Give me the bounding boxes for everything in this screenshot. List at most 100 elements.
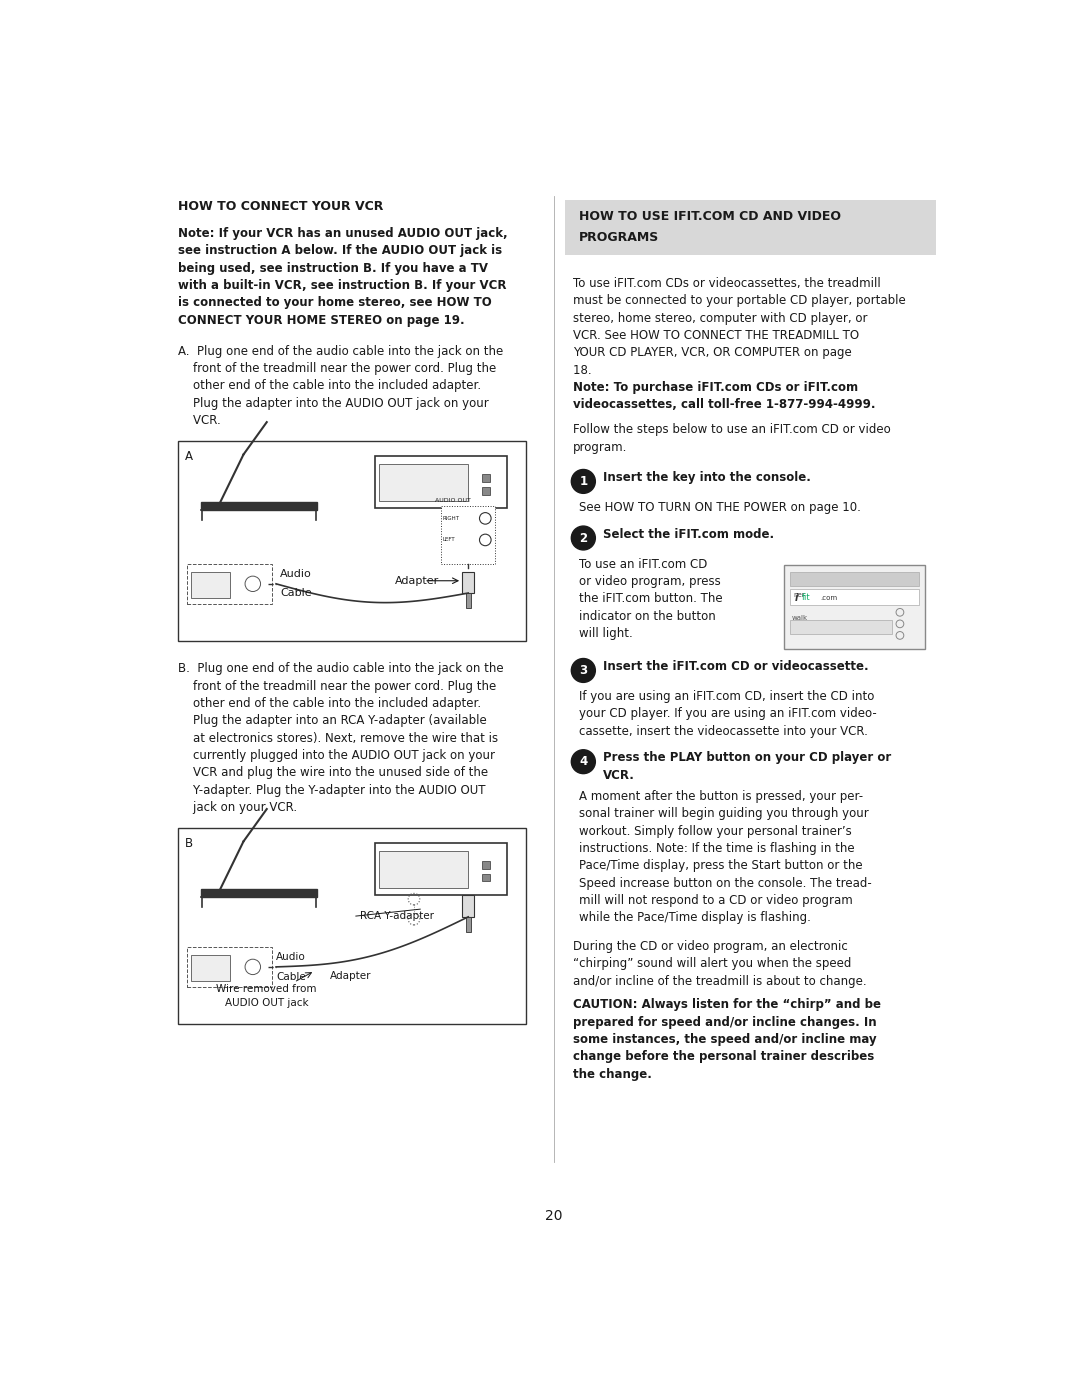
Text: fit: fit [802, 594, 811, 602]
Text: Follow the steps below to use an iFIT.com CD or video: Follow the steps below to use an iFIT.co… [572, 423, 891, 436]
Text: prepared for speed and/or incline changes. In: prepared for speed and/or incline change… [572, 1016, 877, 1028]
Text: 20: 20 [544, 1210, 563, 1224]
Text: VCR. See HOW TO CONNECT THE TREADMILL TO: VCR. See HOW TO CONNECT THE TREADMILL TO [572, 328, 859, 342]
Text: A.  Plug one end of the audio cable into the jack on the: A. Plug one end of the audio cable into … [177, 345, 503, 358]
Text: YOUR CD PLAYER, VCR, OR COMPUTER on page: YOUR CD PLAYER, VCR, OR COMPUTER on page [572, 346, 852, 359]
Bar [187, 947, 272, 986]
Text: being used, see instruction B. If you have a TV: being used, see instruction B. If you ha… [177, 261, 488, 275]
Bar [462, 895, 474, 916]
Text: your CD player. If you are using an iFIT.com video-: your CD player. If you are using an iFIT… [579, 707, 877, 721]
Bar [789, 620, 892, 634]
Bar [462, 571, 474, 594]
Bar [375, 842, 507, 895]
Text: 2: 2 [579, 531, 588, 545]
Text: i: i [795, 592, 798, 602]
Text: Cable: Cable [276, 971, 306, 982]
Text: ner: ner [793, 591, 805, 598]
Text: HOW TO USE IFIT.COM CD AND VIDEO: HOW TO USE IFIT.COM CD AND VIDEO [579, 210, 841, 224]
Text: Insert the iFIT.com CD or videocassette.: Insert the iFIT.com CD or videocassette. [603, 659, 868, 673]
Text: LEFT: LEFT [443, 538, 456, 542]
Text: VCR.: VCR. [603, 768, 635, 782]
Text: AUDIO OUT: AUDIO OUT [435, 497, 471, 503]
Text: cassette, insert the videocassette into your VCR.: cassette, insert the videocassette into … [579, 725, 868, 738]
Text: 1: 1 [579, 475, 588, 488]
Text: walk: walk [792, 616, 808, 622]
Text: Y-adapter. Plug the Y-adapter into the AUDIO OUT: Y-adapter. Plug the Y-adapter into the A… [177, 784, 485, 796]
Bar [375, 455, 507, 509]
Text: Insert the key into the console.: Insert the key into the console. [603, 471, 811, 483]
Text: .com: .com [820, 595, 837, 601]
Text: currently plugged into the AUDIO OUT jack on your: currently plugged into the AUDIO OUT jac… [177, 749, 495, 761]
Text: jack on your VCR.: jack on your VCR. [177, 800, 297, 814]
Text: Speed increase button on the console. The tread-: Speed increase button on the console. Th… [579, 876, 872, 890]
Bar [379, 851, 469, 887]
Text: while the Pace/Time display is flashing.: while the Pace/Time display is flashing. [579, 911, 811, 925]
Text: Select the iFIT.com mode.: Select the iFIT.com mode. [603, 528, 774, 541]
Text: instructions. Note: If the time is flashing in the: instructions. Note: If the time is flash… [579, 842, 854, 855]
Text: “chirping” sound will alert you when the speed: “chirping” sound will alert you when the… [572, 957, 851, 971]
Bar [201, 502, 318, 510]
Text: Note: If your VCR has an unused AUDIO OUT jack,: Note: If your VCR has an unused AUDIO OU… [177, 226, 508, 240]
Text: with a built-in VCR, see instruction B. If your VCR: with a built-in VCR, see instruction B. … [177, 279, 507, 292]
Text: To use an iFIT.com CD: To use an iFIT.com CD [579, 557, 707, 570]
Bar [784, 564, 924, 650]
Bar [201, 888, 318, 897]
Text: Plug the adapter into the AUDIO OUT jack on your: Plug the adapter into the AUDIO OUT jack… [177, 397, 488, 409]
Text: some instances, the speed and/or incline may: some instances, the speed and/or incline… [572, 1032, 877, 1046]
Bar [482, 862, 490, 869]
Text: Audio: Audio [276, 953, 306, 963]
Text: stereo, home stereo, computer with CD player, or: stereo, home stereo, computer with CD pl… [572, 312, 867, 324]
Bar [482, 475, 490, 482]
Text: Adapter: Adapter [330, 971, 372, 981]
Text: Wire removed from: Wire removed from [216, 983, 318, 993]
Text: VCR.: VCR. [177, 414, 220, 427]
Text: CONNECT YOUR HOME STEREO on page 19.: CONNECT YOUR HOME STEREO on page 19. [177, 313, 464, 327]
Bar [177, 440, 526, 641]
Text: at electronics stores). Next, remove the wire that is: at electronics stores). Next, remove the… [177, 732, 498, 745]
Bar [187, 564, 272, 604]
Text: CAUTION: Always listen for the “chirp” and be: CAUTION: Always listen for the “chirp” a… [572, 999, 881, 1011]
Text: Adapter: Adapter [394, 576, 438, 585]
Text: B: B [186, 837, 193, 849]
Text: VCR and plug the wire into the unused side of the: VCR and plug the wire into the unused si… [177, 767, 488, 780]
Bar [379, 464, 469, 500]
Text: the change.: the change. [572, 1067, 651, 1080]
Text: RCA Y-adapter: RCA Y-adapter [360, 911, 434, 921]
Text: is connected to your home stereo, see HOW TO: is connected to your home stereo, see HO… [177, 296, 491, 309]
Circle shape [571, 527, 595, 550]
Text: 4: 4 [579, 756, 588, 768]
Text: videocassettes, call toll-free 1-877-994-4999.: videocassettes, call toll-free 1-877-994… [572, 398, 876, 411]
Text: A: A [186, 450, 193, 462]
Text: sonal trainer will begin guiding you through your: sonal trainer will begin guiding you thr… [579, 807, 868, 820]
Circle shape [571, 469, 595, 493]
Text: see instruction A below. If the AUDIO OUT jack is: see instruction A below. If the AUDIO OU… [177, 244, 502, 257]
Bar [191, 571, 230, 598]
Text: Press the PLAY button on your CD player or: Press the PLAY button on your CD player … [603, 752, 891, 764]
Text: or video program, press: or video program, press [579, 576, 720, 588]
Text: PROGRAMS: PROGRAMS [579, 231, 659, 244]
Text: will light.: will light. [579, 627, 633, 640]
Text: HOW TO CONNECT YOUR VCR: HOW TO CONNECT YOUR VCR [177, 200, 383, 212]
Text: RIGHT: RIGHT [443, 515, 460, 521]
Text: Note: To purchase iFIT.com CDs or iFIT.com: Note: To purchase iFIT.com CDs or iFIT.c… [572, 381, 858, 394]
Text: change before the personal trainer describes: change before the personal trainer descr… [572, 1051, 874, 1063]
Circle shape [571, 750, 595, 774]
Bar [441, 506, 496, 564]
Text: must be connected to your portable CD player, portable: must be connected to your portable CD pl… [572, 295, 906, 307]
Bar [177, 827, 526, 1024]
Text: If you are using an iFIT.com CD, insert the CD into: If you are using an iFIT.com CD, insert … [579, 690, 875, 703]
Text: mill will not respond to a CD or video program: mill will not respond to a CD or video p… [579, 894, 853, 907]
Text: To use iFIT.com CDs or videocassettes, the treadmill: To use iFIT.com CDs or videocassettes, t… [572, 277, 880, 291]
Text: Pace/Time display, press the Start button or the: Pace/Time display, press the Start butto… [579, 859, 863, 872]
Bar [789, 590, 918, 605]
Text: See HOW TO TURN ON THE POWER on page 10.: See HOW TO TURN ON THE POWER on page 10. [579, 502, 861, 514]
Bar [565, 200, 935, 256]
Bar [465, 916, 471, 932]
Text: other end of the cable into the included adapter.: other end of the cable into the included… [177, 697, 481, 710]
Bar [465, 594, 471, 609]
Text: A moment after the button is pressed, your per-: A moment after the button is pressed, yo… [579, 789, 863, 803]
Text: workout. Simply follow your personal trainer’s: workout. Simply follow your personal tra… [579, 824, 852, 838]
Bar [482, 486, 490, 495]
Text: and/or incline of the treadmill is about to change.: and/or incline of the treadmill is about… [572, 975, 866, 988]
Text: indicator on the button: indicator on the button [579, 609, 716, 623]
